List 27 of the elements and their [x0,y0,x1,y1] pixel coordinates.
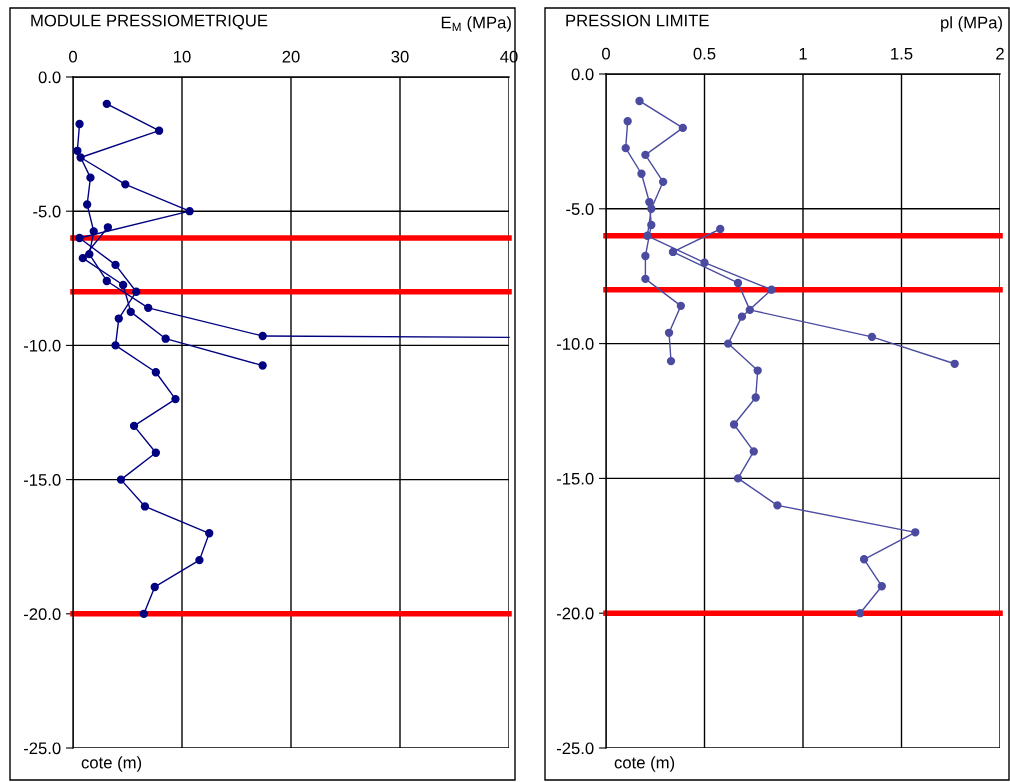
x-tick-label: 2 [996,47,1004,60]
x-axis-title: E$_{M}$ (MPa) [441,16,511,32]
y-tick-label: -20.0 [556,607,594,620]
y-tick-label: -5.0 [33,205,61,218]
chart-title: PRESSION LIMITE [566,14,709,27]
text: cote (m) [81,756,142,772]
y-tick-label: -25.0 [23,742,61,755]
x-tick-label: 0 [69,50,77,63]
x-tick-label: 0 [602,47,610,60]
y-tick-label: -20.0 [23,608,61,620]
y-tick-label: 0.0 [571,68,594,81]
y-tick-label: -15.0 [23,474,61,486]
text: cote (m) [614,756,675,772]
x-tick-label: 1.5 [891,47,913,60]
x-tick-label: 0.5 [693,47,716,60]
y-tick-label: -15.0 [556,472,594,485]
y-tick-label: 0.0 [38,71,61,84]
y-tick-label: -10.0 [23,339,61,352]
y-tick-label: -10.0 [556,338,594,350]
x-tick-label: 30 [391,50,409,63]
x-tick-label: 10 [174,50,191,63]
y-tick-label: -5.0 [566,203,594,215]
x-tick-label: 20 [282,50,300,63]
x-axis-title: pl (MPa) [941,16,1002,32]
chart-title: MODULE PRESSIOMETRIQUE [31,14,268,30]
y-tick-label: -25.0 [556,742,594,755]
x-tick-label: 1 [799,47,807,60]
